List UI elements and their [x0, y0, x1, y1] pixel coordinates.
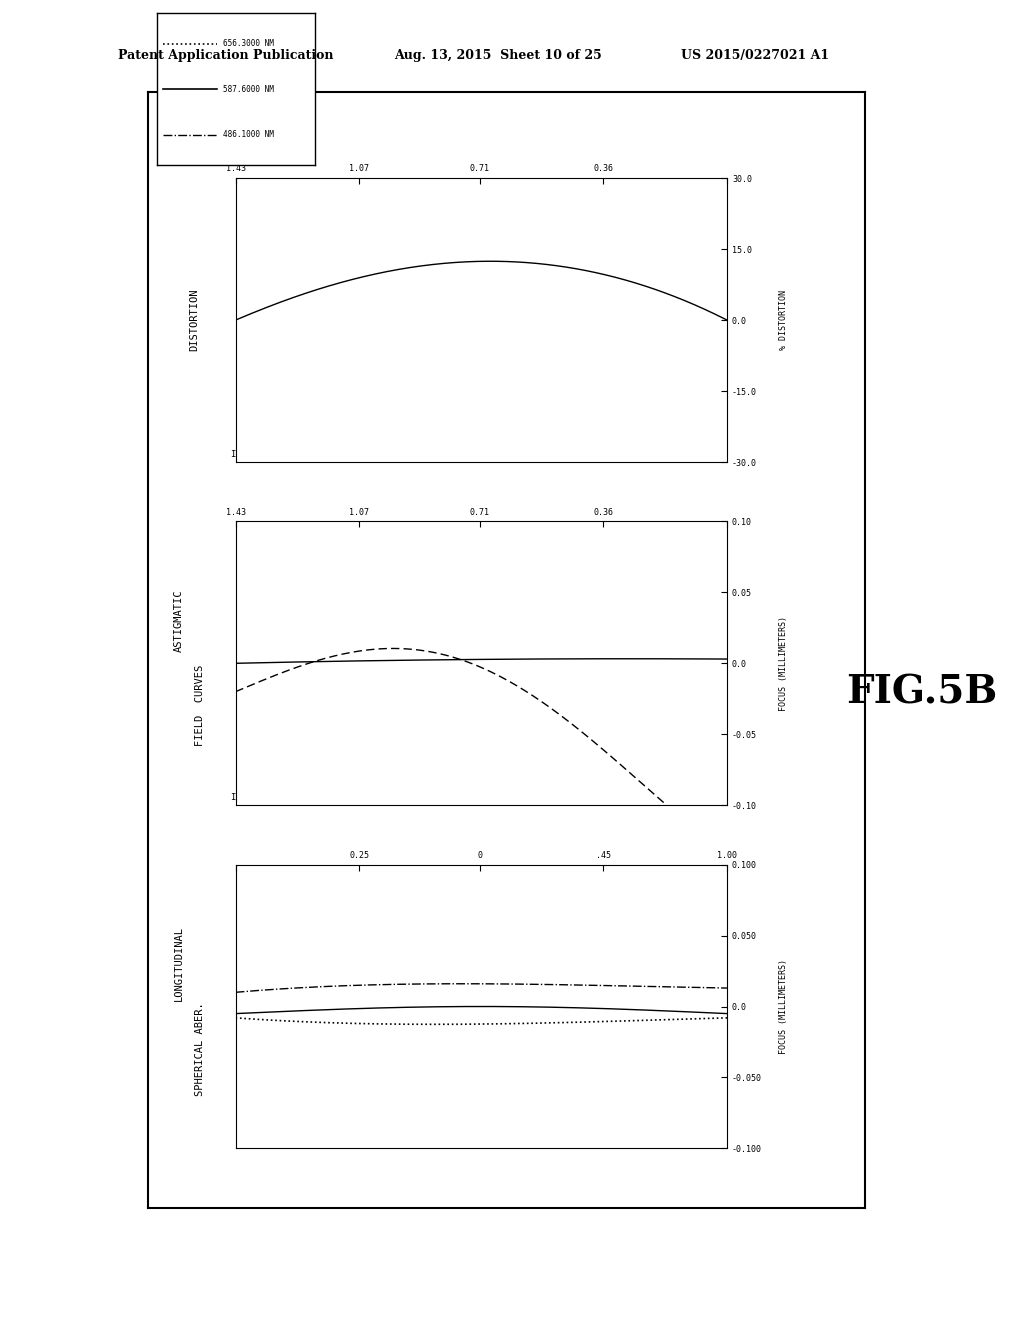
- Text: 656.3000 NM: 656.3000 NM: [223, 40, 274, 48]
- Text: FIELD  CURVES: FIELD CURVES: [195, 665, 205, 747]
- Text: DISTORTION: DISTORTION: [189, 289, 200, 351]
- Text: FIG.5B: FIG.5B: [846, 675, 997, 711]
- Text: LONGITUDINAL: LONGITUDINAL: [174, 927, 184, 1002]
- Text: 486.1000 NM: 486.1000 NM: [223, 131, 274, 139]
- Text: 587.6000 NM: 587.6000 NM: [223, 84, 274, 94]
- Text: FOCUS (MILLIMETERS): FOCUS (MILLIMETERS): [779, 616, 787, 710]
- Text: US 2015/0227021 A1: US 2015/0227021 A1: [681, 49, 829, 62]
- Text: SPHERICAL ABER.: SPHERICAL ABER.: [195, 1002, 205, 1096]
- Text: ASTIGMATIC: ASTIGMATIC: [174, 590, 184, 652]
- Text: % DISTORTION: % DISTORTION: [779, 290, 787, 350]
- Text: IMG HT: IMG HT: [230, 107, 263, 116]
- Text: IMG HT: IMG HT: [230, 450, 263, 459]
- Text: FOCUS (MILLIMETERS): FOCUS (MILLIMETERS): [779, 960, 787, 1053]
- Text: IMG HT: IMG HT: [230, 793, 263, 803]
- Text: Aug. 13, 2015  Sheet 10 of 25: Aug. 13, 2015 Sheet 10 of 25: [394, 49, 602, 62]
- Text: Patent Application Publication: Patent Application Publication: [118, 49, 333, 62]
